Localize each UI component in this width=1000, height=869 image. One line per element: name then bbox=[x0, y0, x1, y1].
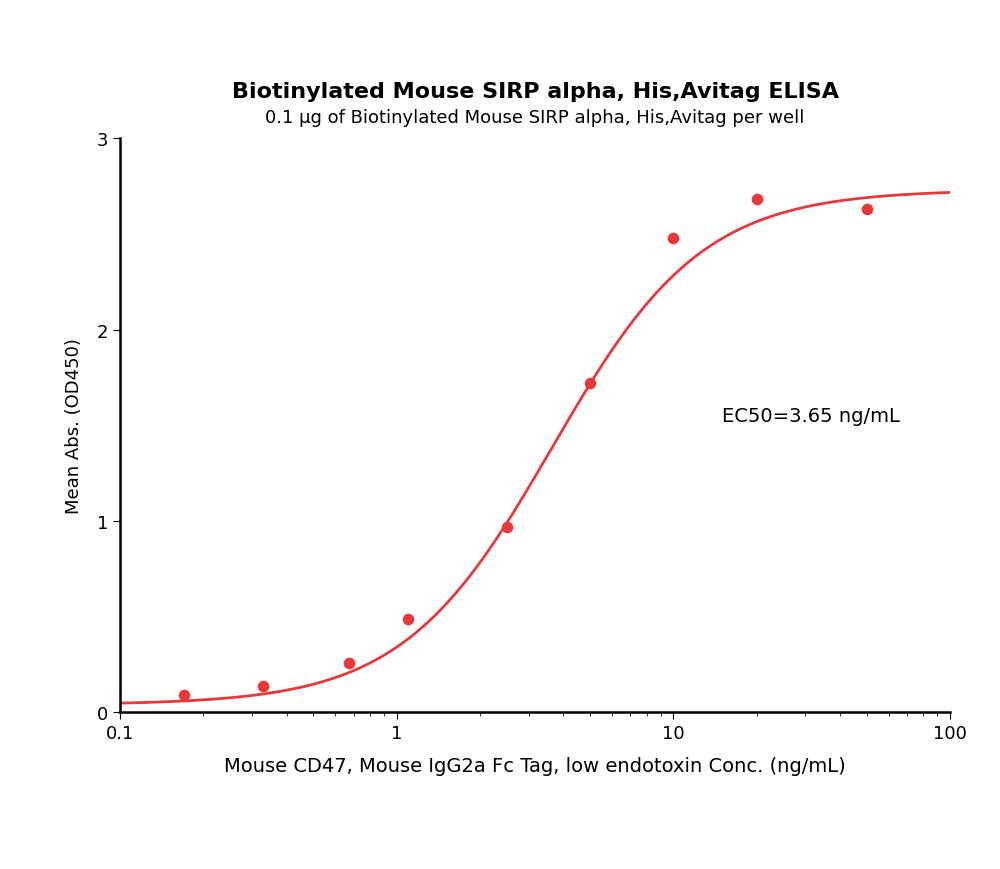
Y-axis label: Mean Abs. (OD450): Mean Abs. (OD450) bbox=[65, 338, 83, 514]
Point bbox=[341, 656, 357, 670]
Text: EC50=3.65 ng/mL: EC50=3.65 ng/mL bbox=[722, 407, 900, 426]
Text: 0.1 μg of Biotinylated Mouse SIRP alpha, His,Avitag per well: 0.1 μg of Biotinylated Mouse SIRP alpha,… bbox=[265, 109, 805, 127]
Point bbox=[582, 377, 598, 391]
Point bbox=[749, 193, 765, 207]
X-axis label: Mouse CD47, Mouse IgG2a Fc Tag, low endotoxin Conc. (ng/mL): Mouse CD47, Mouse IgG2a Fc Tag, low endo… bbox=[224, 756, 846, 775]
Point bbox=[255, 679, 271, 693]
Point bbox=[859, 202, 875, 216]
Point bbox=[665, 231, 681, 245]
Point bbox=[176, 688, 192, 702]
Point bbox=[499, 521, 515, 534]
Point bbox=[400, 612, 416, 626]
Title: Biotinylated Mouse SIRP alpha, His,Avitag ELISA: Biotinylated Mouse SIRP alpha, His,Avita… bbox=[232, 82, 838, 102]
